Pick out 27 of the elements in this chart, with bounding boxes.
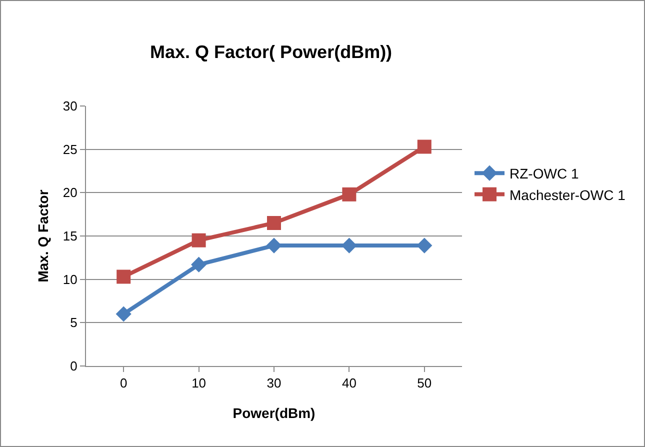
y-tick-label: 15 bbox=[62, 228, 78, 244]
point bbox=[417, 140, 432, 154]
point bbox=[191, 256, 207, 272]
point bbox=[192, 233, 206, 248]
x-tick-label: 0 bbox=[120, 376, 128, 391]
y-tick-label: 0 bbox=[70, 358, 78, 374]
legend-label: Machester-OWC 1 bbox=[510, 186, 626, 203]
x-tick-label: 10 bbox=[192, 376, 206, 391]
point bbox=[116, 270, 131, 284]
point bbox=[116, 306, 132, 322]
y-tick-label: 10 bbox=[62, 272, 78, 287]
point bbox=[416, 238, 432, 254]
chart-title: Max. Q Factor( Power(dBm)) bbox=[150, 42, 392, 62]
legend-label: RZ-OWC 1 bbox=[510, 166, 579, 182]
x-tick-label: 40 bbox=[342, 376, 356, 391]
y-tick-label: 30 bbox=[62, 98, 78, 114]
y-tick-label: 5 bbox=[70, 315, 78, 330]
y-tick-label: 25 bbox=[62, 142, 78, 157]
point bbox=[267, 216, 281, 230]
x-tick-label: 30 bbox=[266, 376, 282, 391]
point bbox=[266, 238, 282, 254]
x-tick-label: 50 bbox=[417, 376, 432, 391]
point bbox=[341, 238, 357, 254]
y-tick-label: 20 bbox=[62, 185, 78, 200]
y-axis-title: Max. Q Factor bbox=[35, 189, 51, 282]
x-axis-title: Power(dBm) bbox=[232, 405, 316, 421]
point bbox=[342, 187, 356, 202]
